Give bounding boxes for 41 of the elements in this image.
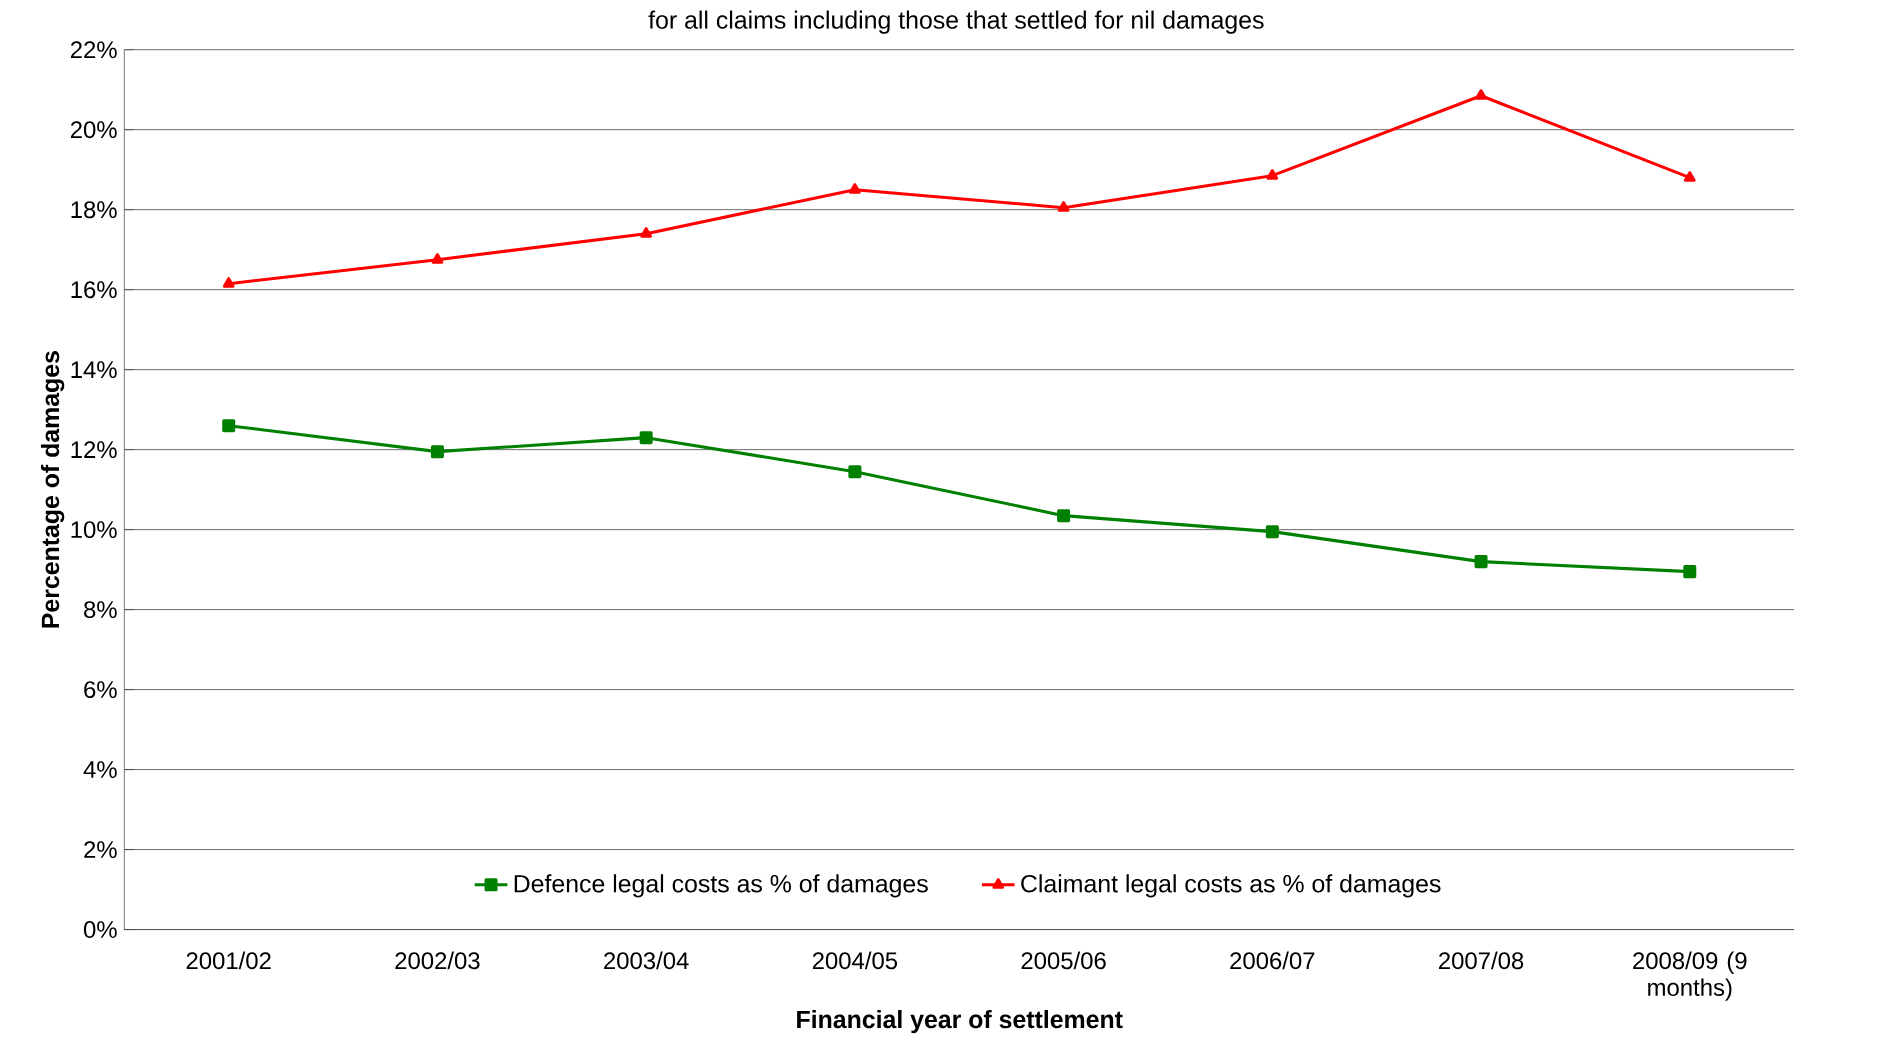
y-tick-label: 18% bbox=[71, 201, 117, 219]
y-tick-label: 16% bbox=[71, 281, 117, 299]
point bbox=[1057, 509, 1071, 523]
x-tick-label: 2005/06 bbox=[1021, 951, 1106, 970]
x-axis-title: Financial year of settlement bbox=[797, 1010, 1123, 1034]
x-tick-label: 2002/03 bbox=[395, 951, 480, 970]
y-tick-label: 14% bbox=[71, 361, 117, 379]
point bbox=[1474, 555, 1488, 569]
legend-label: Claimant legal costs as % of damages bbox=[1021, 874, 1441, 898]
point bbox=[430, 445, 444, 459]
x-tick-label: 2004/05 bbox=[812, 951, 898, 970]
legend-label: Defence legal costs as % of damages bbox=[514, 874, 928, 898]
point bbox=[639, 431, 653, 445]
chart-title: for all claims including those that settled for nil damages bbox=[648, 10, 1264, 34]
y-tick-label: 20% bbox=[70, 121, 117, 139]
y-tick-label: 8% bbox=[84, 601, 117, 619]
y-tick-label: 12% bbox=[71, 441, 117, 459]
point bbox=[1475, 89, 1487, 100]
point bbox=[849, 183, 861, 194]
point bbox=[1683, 565, 1697, 579]
point bbox=[1683, 171, 1696, 182]
y-tick-label: 6% bbox=[84, 681, 117, 699]
point bbox=[1265, 525, 1279, 539]
x-tick-label: 2007/08 bbox=[1439, 951, 1524, 970]
x-tick-label: 2003/04 bbox=[604, 951, 689, 970]
point bbox=[222, 277, 235, 288]
y-axis-title: Percentage of damages bbox=[40, 351, 65, 628]
y-tick-label: 0% bbox=[83, 921, 117, 939]
x-tick-label: 2008/09 (9 months) bbox=[1633, 951, 1747, 1001]
point bbox=[431, 253, 444, 264]
x-tick-label: 2006/07 bbox=[1230, 951, 1315, 970]
y-tick-label: 22% bbox=[70, 41, 117, 59]
point bbox=[1266, 169, 1279, 180]
point bbox=[848, 465, 862, 479]
point bbox=[1057, 201, 1070, 212]
x-tick-label: 2001/02 bbox=[186, 951, 271, 970]
y-tick-label: 10% bbox=[71, 521, 117, 539]
y-tick-label: 4% bbox=[83, 761, 117, 779]
y-tick-label: 2% bbox=[84, 841, 117, 859]
point bbox=[640, 227, 652, 238]
point bbox=[222, 419, 236, 433]
